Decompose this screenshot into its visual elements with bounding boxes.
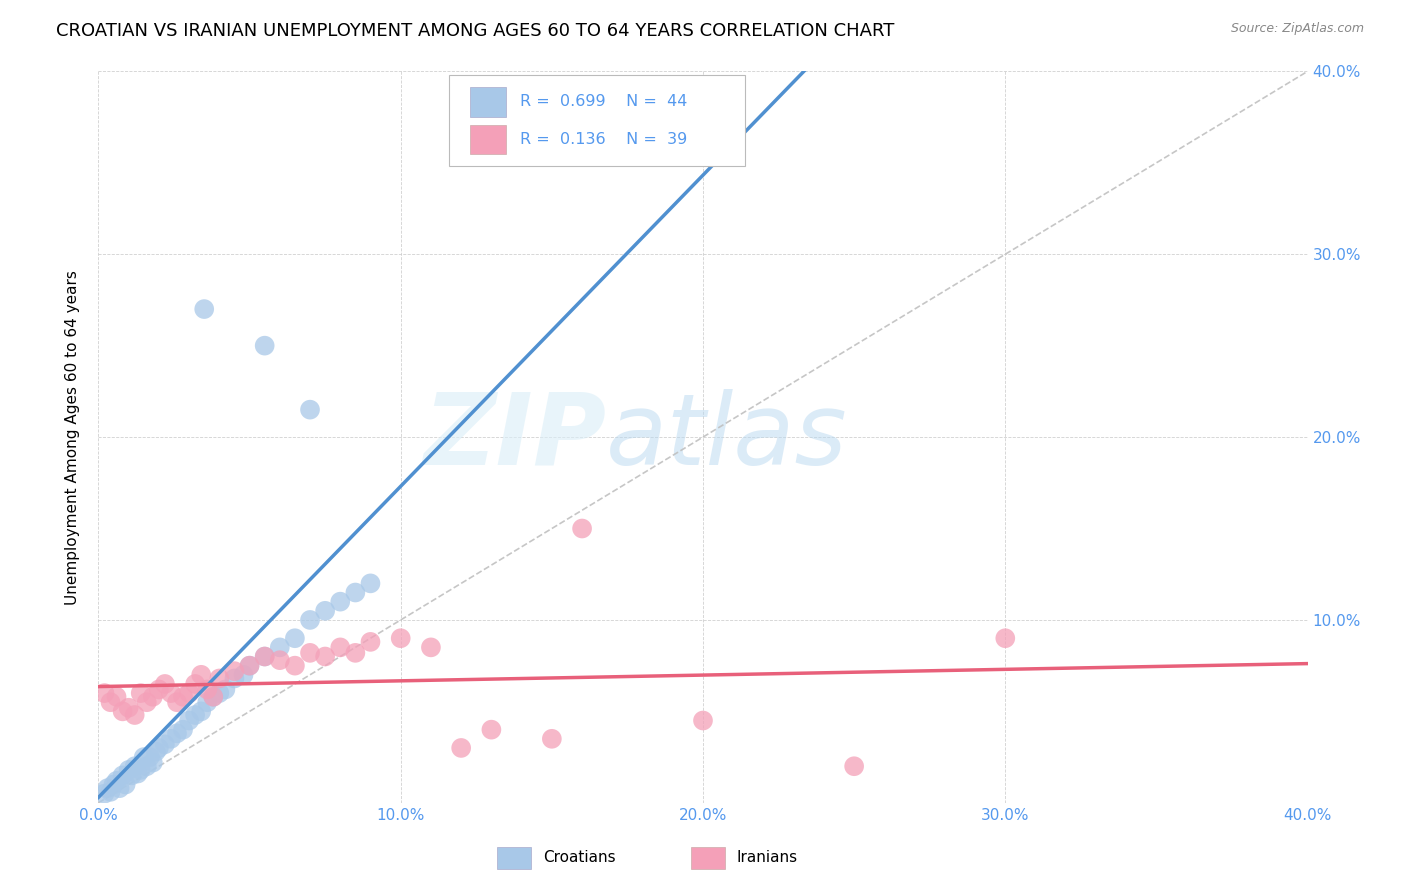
Point bbox=[269, 653, 291, 667]
Point bbox=[360, 635, 382, 649]
Point bbox=[193, 301, 215, 317]
Point bbox=[224, 664, 246, 678]
Point bbox=[481, 723, 503, 737]
Point bbox=[232, 667, 254, 681]
FancyBboxPatch shape bbox=[470, 87, 506, 117]
Point bbox=[132, 750, 155, 764]
Point bbox=[844, 759, 866, 773]
Point bbox=[269, 640, 291, 655]
Y-axis label: Unemployment Among Ages 60 to 64 years: Unemployment Among Ages 60 to 64 years bbox=[65, 269, 80, 605]
Text: R =  0.136    N =  39: R = 0.136 N = 39 bbox=[520, 132, 688, 147]
Point bbox=[105, 690, 128, 704]
Point bbox=[111, 768, 134, 782]
Point bbox=[184, 677, 207, 691]
Point bbox=[153, 737, 176, 751]
Point bbox=[135, 759, 157, 773]
Point bbox=[100, 695, 122, 709]
Point bbox=[160, 686, 183, 700]
Point bbox=[360, 576, 382, 591]
Point bbox=[179, 686, 201, 700]
Point bbox=[160, 731, 183, 746]
Point bbox=[190, 705, 212, 719]
Point bbox=[253, 338, 276, 352]
Point bbox=[202, 690, 225, 704]
Point bbox=[239, 658, 262, 673]
Point bbox=[127, 766, 149, 780]
Point bbox=[253, 649, 276, 664]
Point bbox=[129, 686, 152, 700]
Point bbox=[253, 649, 276, 664]
Point bbox=[208, 672, 231, 686]
Point bbox=[299, 646, 322, 660]
Text: atlas: atlas bbox=[606, 389, 848, 485]
Point bbox=[344, 646, 367, 660]
Point bbox=[389, 632, 412, 646]
Point bbox=[153, 677, 176, 691]
Text: Iranians: Iranians bbox=[737, 850, 799, 865]
Point bbox=[129, 763, 152, 777]
Point bbox=[105, 773, 128, 788]
Point bbox=[142, 690, 165, 704]
Point bbox=[314, 604, 336, 618]
Point bbox=[420, 640, 443, 655]
Point bbox=[103, 778, 125, 792]
Point bbox=[121, 768, 143, 782]
Point bbox=[195, 695, 218, 709]
Point bbox=[344, 585, 367, 599]
Text: R =  0.699    N =  44: R = 0.699 N = 44 bbox=[520, 95, 688, 110]
Point bbox=[314, 649, 336, 664]
Point bbox=[450, 740, 472, 755]
FancyBboxPatch shape bbox=[498, 847, 531, 869]
FancyBboxPatch shape bbox=[690, 847, 724, 869]
Point bbox=[142, 756, 165, 770]
Point bbox=[108, 781, 131, 796]
Point bbox=[190, 667, 212, 681]
Point bbox=[571, 521, 593, 535]
Point bbox=[284, 632, 307, 646]
Point bbox=[224, 672, 246, 686]
Text: Source: ZipAtlas.com: Source: ZipAtlas.com bbox=[1230, 22, 1364, 36]
Point bbox=[93, 787, 115, 801]
Point bbox=[540, 731, 562, 746]
Point bbox=[239, 658, 262, 673]
Point bbox=[179, 714, 201, 728]
Text: ZIP: ZIP bbox=[423, 389, 606, 485]
Point bbox=[148, 740, 170, 755]
Point bbox=[329, 640, 352, 655]
Point bbox=[118, 700, 141, 714]
Point bbox=[284, 658, 307, 673]
Point bbox=[166, 695, 188, 709]
FancyBboxPatch shape bbox=[449, 75, 745, 167]
Point bbox=[139, 750, 162, 764]
Point bbox=[166, 726, 188, 740]
Point bbox=[124, 708, 146, 723]
Point bbox=[135, 695, 157, 709]
Point bbox=[208, 686, 231, 700]
Point bbox=[195, 682, 218, 697]
Point bbox=[692, 714, 714, 728]
Text: Croatians: Croatians bbox=[543, 850, 616, 865]
Point bbox=[124, 759, 146, 773]
Point bbox=[329, 594, 352, 608]
Point bbox=[994, 632, 1017, 646]
Point bbox=[148, 682, 170, 697]
Point bbox=[93, 686, 115, 700]
Text: CROATIAN VS IRANIAN UNEMPLOYMENT AMONG AGES 60 TO 64 YEARS CORRELATION CHART: CROATIAN VS IRANIAN UNEMPLOYMENT AMONG A… bbox=[56, 22, 894, 40]
FancyBboxPatch shape bbox=[470, 125, 506, 154]
Point bbox=[100, 785, 122, 799]
Point bbox=[111, 705, 134, 719]
Point bbox=[96, 781, 118, 796]
Point bbox=[114, 778, 136, 792]
Point bbox=[202, 690, 225, 704]
Point bbox=[299, 402, 322, 417]
Point bbox=[184, 708, 207, 723]
Point bbox=[214, 682, 236, 697]
Point bbox=[118, 763, 141, 777]
Point bbox=[172, 723, 194, 737]
Point bbox=[145, 745, 167, 759]
Point bbox=[299, 613, 322, 627]
Point bbox=[172, 690, 194, 704]
